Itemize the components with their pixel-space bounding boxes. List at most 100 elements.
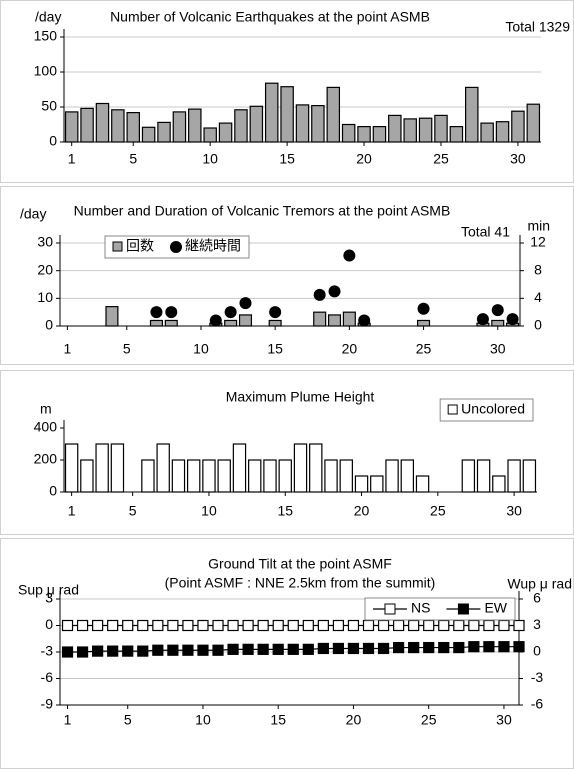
point-marker bbox=[468, 641, 480, 653]
chart-subtitle: (Point ASMF : NNE 2.5km from the summit) bbox=[165, 575, 436, 591]
legend-marker bbox=[170, 241, 182, 253]
point-marker bbox=[197, 644, 209, 656]
x-tick-label: 10 bbox=[193, 341, 209, 357]
dot bbox=[209, 314, 222, 327]
bar bbox=[309, 443, 323, 493]
bar bbox=[232, 443, 247, 493]
point-marker bbox=[347, 619, 360, 632]
point-marker bbox=[332, 619, 345, 632]
x-tick-label: 10 bbox=[201, 503, 217, 519]
bar bbox=[385, 459, 399, 493]
bar bbox=[293, 443, 308, 493]
dot bbox=[269, 306, 282, 319]
bar bbox=[188, 108, 202, 143]
point-marker bbox=[393, 619, 405, 632]
legend: Uncolored bbox=[439, 398, 534, 422]
legend-label: Uncolored bbox=[461, 401, 525, 417]
bar bbox=[110, 443, 125, 493]
point-marker bbox=[287, 643, 299, 655]
bar bbox=[326, 86, 341, 143]
bar bbox=[149, 319, 163, 327]
legend: 回数 継続時間 bbox=[104, 235, 250, 259]
point-marker bbox=[317, 642, 329, 655]
y-tick-label: 0 bbox=[45, 616, 53, 632]
bar bbox=[249, 105, 264, 143]
x-tick-label: 15 bbox=[279, 151, 295, 167]
point-marker bbox=[257, 619, 269, 632]
point-marker bbox=[257, 643, 269, 655]
x-tick-label: 5 bbox=[123, 341, 131, 357]
point-marker bbox=[242, 619, 254, 632]
point-marker bbox=[302, 619, 314, 632]
x-tick-label: 20 bbox=[354, 503, 370, 519]
y-axis-label: /day bbox=[35, 9, 61, 25]
point-marker bbox=[498, 641, 510, 653]
bar bbox=[526, 103, 541, 143]
bar bbox=[164, 319, 178, 327]
y2-tick-label: 0 bbox=[534, 317, 542, 333]
x-tick-label: 20 bbox=[356, 151, 372, 167]
bar bbox=[238, 314, 253, 327]
point-marker bbox=[362, 642, 375, 655]
bar bbox=[403, 118, 417, 143]
bar bbox=[224, 319, 238, 327]
y2-tick-label: -3 bbox=[531, 669, 544, 685]
dot bbox=[165, 306, 178, 319]
bar bbox=[476, 459, 491, 493]
bar bbox=[327, 314, 342, 327]
point-marker bbox=[513, 619, 525, 632]
y-tick-label: 400 bbox=[34, 419, 58, 435]
legend-box bbox=[439, 398, 534, 422]
bar bbox=[280, 86, 294, 143]
bar bbox=[218, 122, 233, 143]
x-tick-label: 5 bbox=[129, 151, 137, 167]
bar bbox=[234, 109, 248, 143]
point-marker bbox=[152, 619, 164, 632]
bar bbox=[268, 319, 282, 327]
y-tick-label: -3 bbox=[41, 643, 54, 659]
bar bbox=[141, 459, 155, 493]
y-tick-label: 100 bbox=[34, 63, 58, 79]
y-tick-label: 0 bbox=[49, 483, 57, 499]
bar bbox=[111, 109, 125, 143]
annotation: Total 1329 bbox=[505, 19, 570, 35]
point-marker bbox=[122, 645, 134, 657]
bar bbox=[339, 459, 353, 493]
dot bbox=[224, 306, 237, 319]
bar bbox=[417, 319, 431, 327]
x-tick-label: 30 bbox=[496, 712, 512, 728]
x-tick-label: 10 bbox=[202, 151, 218, 167]
legend-label: 継続時間 bbox=[185, 238, 241, 254]
dot bbox=[506, 313, 519, 326]
bar bbox=[400, 459, 415, 493]
x-tick-label: 25 bbox=[430, 503, 446, 519]
x-tick-label: 20 bbox=[342, 341, 358, 357]
dot bbox=[313, 288, 326, 301]
y-axis-label: /day bbox=[20, 206, 46, 222]
legend-marker bbox=[112, 241, 123, 252]
point-marker bbox=[468, 619, 480, 632]
bar bbox=[263, 459, 277, 493]
legend-label: 回数 bbox=[126, 238, 154, 254]
y-tick-label: -6 bbox=[41, 669, 54, 685]
point-marker bbox=[423, 641, 435, 654]
point-marker bbox=[438, 619, 450, 632]
dot bbox=[417, 302, 430, 315]
bar bbox=[186, 459, 201, 493]
bar bbox=[372, 125, 387, 143]
bar bbox=[264, 82, 279, 143]
x-tick-label: 5 bbox=[124, 712, 132, 728]
bar bbox=[95, 102, 110, 143]
dot bbox=[491, 304, 504, 317]
bar bbox=[313, 311, 327, 327]
point-marker bbox=[137, 645, 149, 657]
point-marker bbox=[453, 641, 465, 654]
point-marker bbox=[227, 643, 239, 655]
point-marker bbox=[347, 642, 360, 655]
y-tick-label: 10 bbox=[37, 289, 53, 305]
dot bbox=[358, 314, 371, 327]
bar bbox=[80, 107, 94, 143]
x-tick-label: 30 bbox=[490, 341, 506, 357]
